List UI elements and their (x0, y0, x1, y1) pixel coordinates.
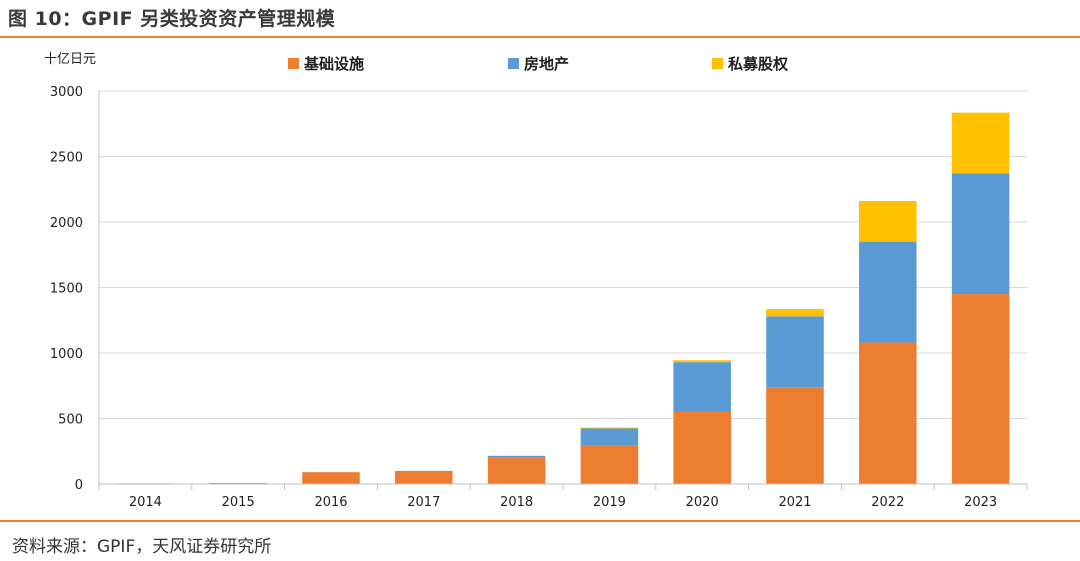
bar-segment (951, 294, 1010, 484)
bottom-divider (0, 520, 1080, 522)
x-tick-label: 2015 (222, 495, 255, 510)
bar-segment (951, 173, 1010, 295)
x-tick-label: 2014 (129, 495, 162, 510)
x-tick-label: 2021 (778, 495, 811, 510)
y-tick-label: 2000 (50, 216, 83, 231)
bar-segment (673, 411, 731, 484)
y-tick-label: 1500 (50, 282, 83, 297)
bar-segment (580, 427, 639, 429)
x-tick-label: 2023 (964, 495, 997, 510)
bar-segment (673, 362, 731, 412)
x-tick-label: 2017 (407, 495, 440, 510)
bar-segment (395, 470, 453, 484)
figure-title: 图 10：GPIF 另类投资资产管理规模 (8, 8, 336, 30)
bar-segment (673, 360, 731, 363)
axes: 0 500 1000 1500 2000 2500 3000 2014 2015 2016 2017… (50, 85, 1028, 510)
bar-segment (580, 445, 639, 484)
legend-item: 私募股权 (712, 55, 789, 73)
bar-segment (766, 387, 824, 484)
legend-label: 私募股权 (727, 55, 789, 73)
y-tick-label: 3000 (50, 85, 83, 100)
legend-item: 基础设施 (288, 55, 364, 73)
x-tick-label: 2022 (871, 495, 904, 510)
legend-label: 基础设施 (303, 55, 364, 73)
bar-segment (487, 455, 546, 458)
bar-segment (209, 482, 267, 484)
bar-segment (487, 457, 546, 484)
bar-segment (859, 342, 917, 484)
stacked-bar-chart: 十亿日元 基础设施 房地产 私募股权 0 500 1000 1500 2000 2500 300… (44, 52, 1028, 510)
source-note: 资料来源：GPIF，天风证券研究所 (12, 537, 272, 557)
x-tick-label: 2020 (686, 495, 719, 510)
legend-label: 房地产 (524, 55, 569, 73)
x-tick-label: 2018 (500, 495, 533, 510)
top-divider (0, 36, 1080, 38)
y-tick-label: 500 (58, 413, 83, 428)
legend-swatch (712, 58, 723, 69)
legend-swatch (508, 58, 519, 69)
bar-segment (951, 112, 1010, 174)
y-tick-label: 0 (75, 478, 83, 493)
legend: 基础设施 房地产 私募股权 (288, 55, 789, 73)
bar-segment (859, 201, 917, 242)
bar-segment (302, 472, 360, 484)
legend-swatch (288, 58, 299, 69)
y-tick-label: 1000 (50, 347, 83, 362)
legend-item: 房地产 (508, 55, 569, 73)
bar-segment (766, 309, 824, 317)
bar-segment (859, 241, 917, 343)
x-tick-label: 2019 (593, 495, 626, 510)
bar-segment (580, 428, 639, 446)
y-unit-label: 十亿日元 (44, 52, 96, 67)
bars (116, 112, 1010, 485)
y-tick-label: 2500 (50, 151, 83, 166)
x-tick-label: 2016 (314, 495, 347, 510)
bar-segment (766, 316, 824, 388)
